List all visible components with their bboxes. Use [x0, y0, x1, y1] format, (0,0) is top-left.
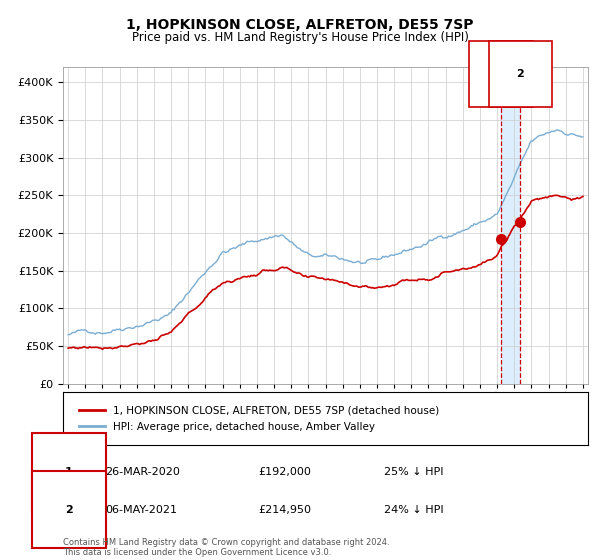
Text: £192,000: £192,000 — [258, 466, 311, 477]
Text: 06-MAY-2021: 06-MAY-2021 — [105, 505, 177, 515]
Legend: 1, HOPKINSON CLOSE, ALFRETON, DE55 7SP (detached house), HPI: Average price, det: 1, HOPKINSON CLOSE, ALFRETON, DE55 7SP (… — [73, 400, 445, 437]
Text: Contains HM Land Registry data © Crown copyright and database right 2024.
This d: Contains HM Land Registry data © Crown c… — [63, 538, 389, 557]
Text: 1: 1 — [65, 466, 73, 477]
Text: 1: 1 — [497, 69, 505, 79]
Text: 1, HOPKINSON CLOSE, ALFRETON, DE55 7SP: 1, HOPKINSON CLOSE, ALFRETON, DE55 7SP — [126, 18, 474, 32]
Text: 26-MAR-2020: 26-MAR-2020 — [105, 466, 180, 477]
Text: Price paid vs. HM Land Registry's House Price Index (HPI): Price paid vs. HM Land Registry's House … — [131, 31, 469, 44]
Text: 24% ↓ HPI: 24% ↓ HPI — [384, 505, 443, 515]
Text: 2: 2 — [517, 69, 524, 79]
Text: 25% ↓ HPI: 25% ↓ HPI — [384, 466, 443, 477]
Bar — [501, 67, 520, 384]
Text: 2: 2 — [65, 505, 73, 515]
Text: £214,950: £214,950 — [258, 505, 311, 515]
